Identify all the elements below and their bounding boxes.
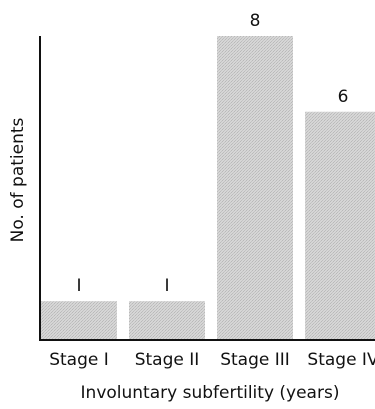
data-label-stage-i: I	[76, 276, 81, 296]
data-label-stage-iii: 8	[250, 11, 261, 31]
data-labels-layer: I I 8 6	[76, 11, 348, 296]
y-axis-label: No. of patients	[8, 117, 28, 242]
bar-stage-iv	[305, 111, 375, 339]
x-tick-labels-layer: Stage I Stage II Stage III Stage IV	[49, 350, 375, 370]
x-axis-label: Involuntary subfertility (years)	[81, 383, 340, 403]
x-tick-label-stage-iv: Stage IV	[307, 350, 375, 370]
bar-stage-ii	[129, 301, 205, 339]
data-label-stage-ii: I	[164, 276, 169, 296]
bar-stage-iii	[217, 36, 293, 339]
x-tick-label-stage-i: Stage I	[49, 350, 109, 370]
x-tick-label-stage-iii: Stage III	[220, 350, 290, 370]
x-tick-label-stage-ii: Stage II	[135, 350, 200, 370]
bar-stage-i	[41, 301, 117, 339]
bars-layer	[41, 36, 375, 339]
data-label-stage-iv: 6	[338, 87, 349, 107]
